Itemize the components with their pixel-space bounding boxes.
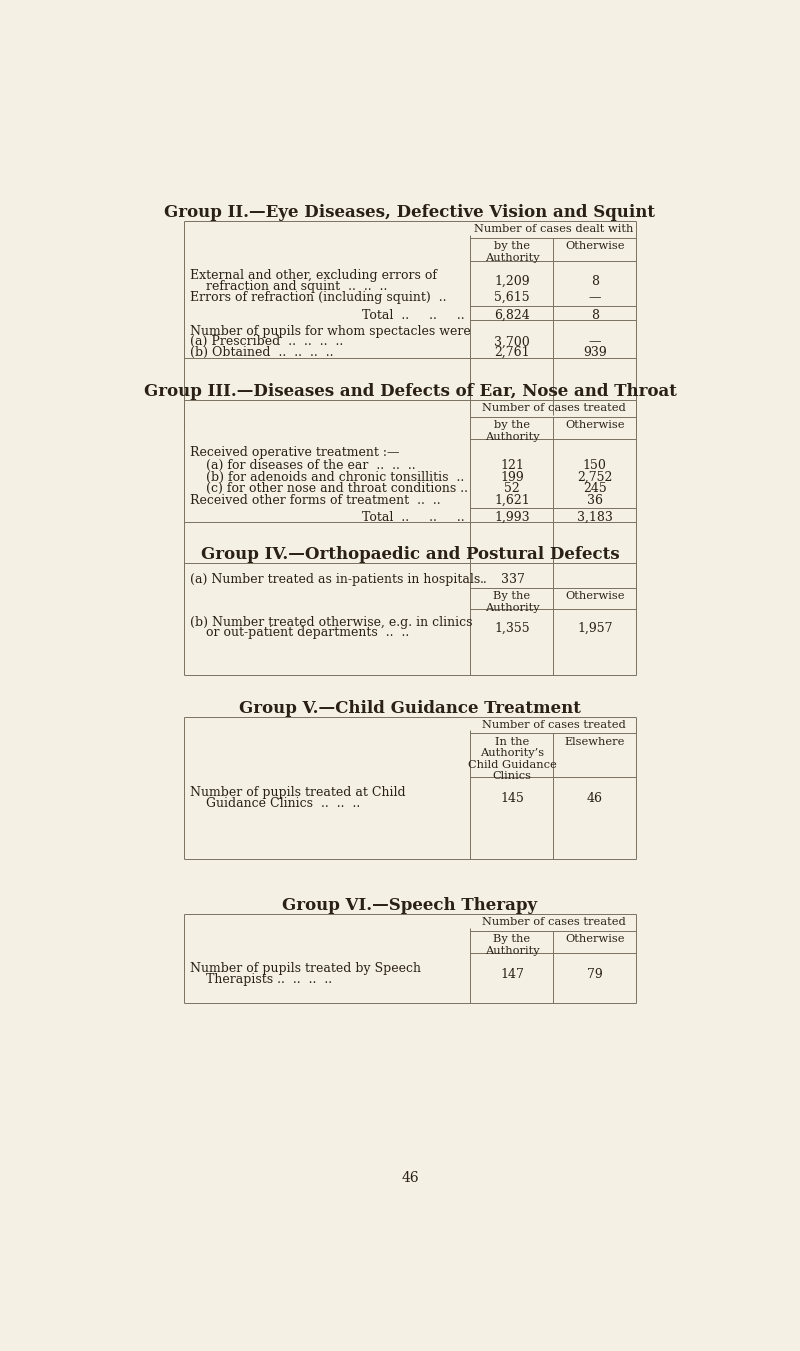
Text: 121: 121 bbox=[500, 459, 524, 473]
Text: refraction and squint  ..  ..  ..: refraction and squint .. .. .. bbox=[190, 280, 387, 293]
Text: Otherwise: Otherwise bbox=[565, 420, 625, 430]
Text: Number of pupils treated at Child: Number of pupils treated at Child bbox=[190, 786, 406, 798]
Text: —: — bbox=[589, 335, 601, 349]
Text: 52: 52 bbox=[504, 482, 520, 496]
Text: 199: 199 bbox=[500, 471, 524, 484]
Text: —: — bbox=[589, 290, 601, 304]
Text: by the
Authority: by the Authority bbox=[485, 420, 539, 442]
Text: 245: 245 bbox=[583, 482, 606, 496]
Text: By the
Authority: By the Authority bbox=[485, 590, 539, 612]
Text: 2,752: 2,752 bbox=[577, 471, 613, 484]
Text: Group VI.—Speech Therapy: Group VI.—Speech Therapy bbox=[282, 897, 538, 915]
Text: 46: 46 bbox=[587, 792, 603, 805]
Text: Group II.—Eye Diseases, Defective Vision and Squint: Group II.—Eye Diseases, Defective Vision… bbox=[165, 204, 655, 222]
Text: Otherwise: Otherwise bbox=[565, 590, 625, 601]
Text: Therapists ..  ..  ..  ..: Therapists .. .. .. .. bbox=[190, 973, 332, 986]
Text: 1,957: 1,957 bbox=[577, 621, 613, 635]
Text: (a) Number treated as in-patients in hospitals: (a) Number treated as in-patients in hos… bbox=[190, 573, 480, 585]
Text: 3,183: 3,183 bbox=[577, 511, 613, 524]
Text: 3,700: 3,700 bbox=[494, 335, 530, 349]
Text: (c) for other nose and throat conditions ..: (c) for other nose and throat conditions… bbox=[190, 482, 468, 496]
Text: (b) for adenoids and chronic tonsillitis  ..: (b) for adenoids and chronic tonsillitis… bbox=[190, 471, 464, 484]
Text: 6,824: 6,824 bbox=[494, 309, 530, 322]
Text: Number of pupils treated by Speech: Number of pupils treated by Speech bbox=[190, 962, 421, 975]
Text: 1,209: 1,209 bbox=[494, 274, 530, 288]
Text: Guidance Clinics  ..  ..  ..: Guidance Clinics .. .. .. bbox=[190, 797, 360, 809]
Text: 5,615: 5,615 bbox=[494, 290, 530, 304]
Text: Group V.—Child Guidance Treatment: Group V.—Child Guidance Treatment bbox=[239, 700, 581, 716]
Text: (b) Number treated otherwise, e.g. in clinics: (b) Number treated otherwise, e.g. in cl… bbox=[190, 616, 472, 628]
Text: Group III.—Diseases and Defects of Ear, Nose and Throat: Group III.—Diseases and Defects of Ear, … bbox=[143, 384, 677, 400]
Text: Number of cases treated: Number of cases treated bbox=[482, 403, 626, 413]
Text: 150: 150 bbox=[583, 459, 606, 473]
Text: Received operative treatment :—: Received operative treatment :— bbox=[190, 446, 399, 459]
Text: 939: 939 bbox=[583, 346, 606, 359]
Text: In the
Authority’s
Child Guidance
Clinics: In the Authority’s Child Guidance Clinic… bbox=[467, 736, 556, 781]
Text: or out-patient departments  ..  ..: or out-patient departments .. .. bbox=[190, 627, 409, 639]
Text: Errors of refraction (including squint)  ..: Errors of refraction (including squint) … bbox=[190, 290, 446, 304]
Text: Elsewhere: Elsewhere bbox=[565, 736, 625, 747]
Text: By the
Authority: By the Authority bbox=[485, 935, 539, 957]
Text: 1,993: 1,993 bbox=[494, 511, 530, 524]
Text: Number of cases dealt with: Number of cases dealt with bbox=[474, 224, 633, 235]
Text: by the
Authority: by the Authority bbox=[485, 242, 539, 263]
Text: Received other forms of treatment  ..  ..: Received other forms of treatment .. .. bbox=[190, 494, 441, 507]
Text: 145: 145 bbox=[500, 792, 524, 805]
Text: Otherwise: Otherwise bbox=[565, 242, 625, 251]
Text: Total  ..     ..     ..: Total .. .. .. bbox=[362, 511, 464, 524]
Text: 147: 147 bbox=[500, 969, 524, 981]
Text: Number of pupils for whom spectacles were: Number of pupils for whom spectacles wer… bbox=[190, 324, 470, 338]
Text: Otherwise: Otherwise bbox=[565, 935, 625, 944]
Text: External and other, excluding errors of: External and other, excluding errors of bbox=[190, 269, 437, 282]
Text: 36: 36 bbox=[587, 494, 603, 507]
Text: Number of cases treated: Number of cases treated bbox=[482, 917, 626, 928]
Text: (a) for diseases of the ear  ..  ..  ..: (a) for diseases of the ear .. .. .. bbox=[190, 459, 415, 473]
Text: Group IV.—Orthopaedic and Postural Defects: Group IV.—Orthopaedic and Postural Defec… bbox=[201, 546, 619, 563]
Text: 1,355: 1,355 bbox=[494, 621, 530, 635]
Text: 337: 337 bbox=[502, 573, 526, 585]
Text: 79: 79 bbox=[587, 969, 602, 981]
Text: ..: .. bbox=[480, 573, 487, 585]
Text: (b) Obtained  ..  ..  ..  ..: (b) Obtained .. .. .. .. bbox=[190, 346, 334, 359]
Text: 46: 46 bbox=[401, 1171, 419, 1185]
Text: 2,761: 2,761 bbox=[494, 346, 530, 359]
Text: 1,621: 1,621 bbox=[494, 494, 530, 507]
Text: 8: 8 bbox=[591, 309, 599, 322]
Text: 8: 8 bbox=[591, 274, 599, 288]
Text: Total  ..     ..     ..: Total .. .. .. bbox=[362, 309, 464, 322]
Text: Number of cases treated: Number of cases treated bbox=[482, 720, 626, 730]
Text: (a) Prescribed  ..  ..  ..  ..: (a) Prescribed .. .. .. .. bbox=[190, 335, 343, 349]
